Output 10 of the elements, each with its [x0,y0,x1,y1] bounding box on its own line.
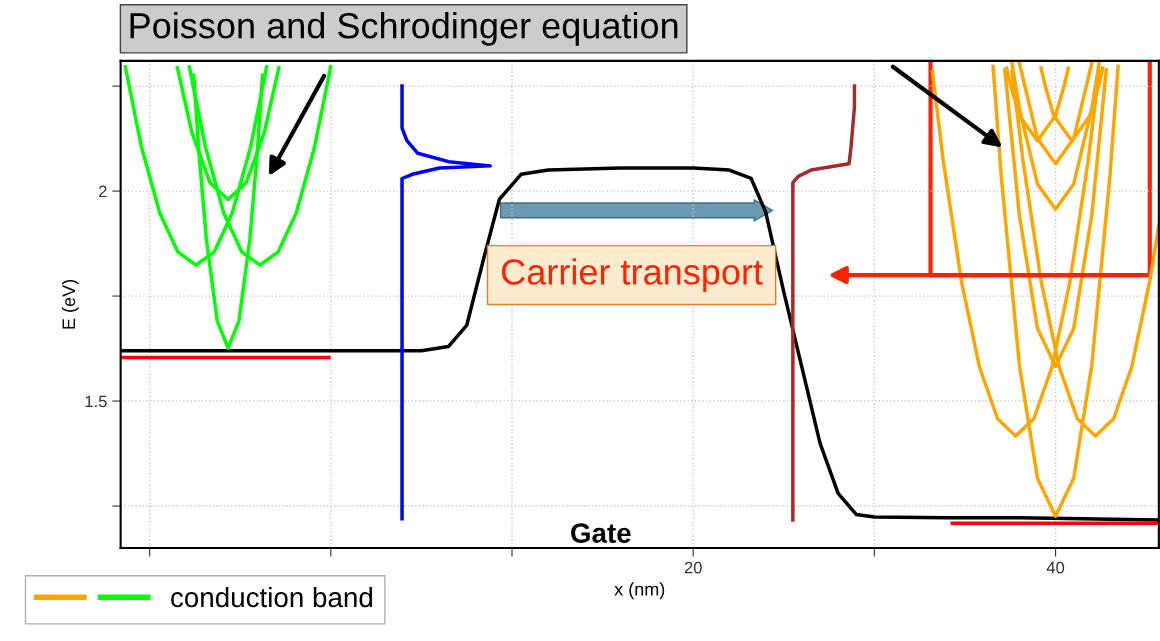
x-tick-label: 20 [684,561,702,574]
annotation: Gate [571,523,631,543]
annotation: Carrier transport [501,258,763,292]
y-tick-label: 1.5 [85,395,107,408]
x-tick-label: 40 [1046,561,1065,574]
text: Poisson and Schrodinger equation [130,12,678,46]
x-axis-title: x (nm) [614,582,665,600]
y-tick-label: 2 [99,185,107,198]
y-axis-title: E (eV) [61,280,79,329]
legend-label: conduction band [171,586,373,608]
